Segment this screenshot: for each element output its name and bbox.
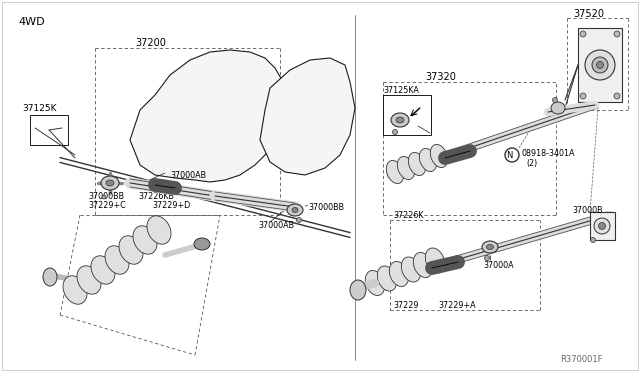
Ellipse shape bbox=[598, 222, 605, 230]
Ellipse shape bbox=[105, 246, 129, 274]
Bar bbox=[590, 212, 615, 240]
Ellipse shape bbox=[552, 97, 557, 103]
Ellipse shape bbox=[391, 113, 409, 127]
Ellipse shape bbox=[580, 93, 586, 99]
Ellipse shape bbox=[43, 268, 57, 286]
Ellipse shape bbox=[102, 195, 106, 199]
Text: R370001F: R370001F bbox=[560, 356, 602, 365]
Ellipse shape bbox=[430, 144, 447, 167]
Ellipse shape bbox=[408, 153, 426, 176]
Ellipse shape bbox=[101, 176, 119, 190]
Text: 37229: 37229 bbox=[393, 301, 419, 310]
Text: 37000AB: 37000AB bbox=[170, 170, 206, 180]
Text: 37229+A: 37229+A bbox=[438, 301, 476, 310]
Ellipse shape bbox=[396, 117, 404, 123]
Ellipse shape bbox=[592, 57, 608, 73]
Text: (2): (2) bbox=[526, 158, 537, 167]
Ellipse shape bbox=[389, 262, 409, 286]
Polygon shape bbox=[260, 58, 355, 175]
Ellipse shape bbox=[194, 238, 210, 250]
Ellipse shape bbox=[482, 241, 498, 253]
Ellipse shape bbox=[296, 218, 301, 222]
Ellipse shape bbox=[551, 102, 565, 114]
Ellipse shape bbox=[596, 61, 604, 68]
Ellipse shape bbox=[91, 256, 115, 284]
Ellipse shape bbox=[413, 253, 433, 278]
Text: 37226KB: 37226KB bbox=[138, 192, 174, 201]
Ellipse shape bbox=[133, 226, 157, 254]
Ellipse shape bbox=[292, 208, 298, 212]
Text: 4WD: 4WD bbox=[18, 17, 45, 27]
Polygon shape bbox=[130, 50, 290, 182]
Text: 37125K: 37125K bbox=[22, 103, 56, 112]
Text: 37125KA: 37125KA bbox=[383, 86, 419, 94]
Text: 37000BB: 37000BB bbox=[308, 202, 344, 212]
Text: 37226K: 37226K bbox=[393, 211, 424, 219]
Ellipse shape bbox=[387, 160, 404, 183]
Text: 37200: 37200 bbox=[135, 38, 166, 48]
Ellipse shape bbox=[397, 157, 415, 180]
Text: 37229+D: 37229+D bbox=[152, 201, 190, 209]
Ellipse shape bbox=[119, 236, 143, 264]
Ellipse shape bbox=[614, 93, 620, 99]
Text: 37000B: 37000B bbox=[572, 205, 603, 215]
Ellipse shape bbox=[401, 257, 420, 282]
Text: 37229+C: 37229+C bbox=[88, 201, 125, 209]
Ellipse shape bbox=[63, 276, 87, 304]
Text: 08918-3401A: 08918-3401A bbox=[522, 148, 575, 157]
Text: 37520: 37520 bbox=[573, 9, 604, 19]
Text: 37000A: 37000A bbox=[483, 260, 514, 269]
Text: 37000BB: 37000BB bbox=[88, 192, 124, 201]
Bar bbox=[383, 95, 431, 135]
Ellipse shape bbox=[147, 216, 171, 244]
Ellipse shape bbox=[426, 248, 445, 273]
Ellipse shape bbox=[585, 50, 615, 80]
Ellipse shape bbox=[378, 266, 397, 291]
Ellipse shape bbox=[365, 270, 385, 295]
Ellipse shape bbox=[106, 180, 114, 186]
Ellipse shape bbox=[287, 204, 303, 216]
Ellipse shape bbox=[594, 218, 610, 234]
Ellipse shape bbox=[392, 129, 397, 135]
Text: N: N bbox=[506, 151, 512, 160]
Ellipse shape bbox=[484, 256, 490, 260]
Bar bbox=[30, 115, 68, 145]
Ellipse shape bbox=[419, 148, 436, 171]
Polygon shape bbox=[578, 28, 622, 102]
Ellipse shape bbox=[591, 237, 595, 243]
Text: 37320: 37320 bbox=[425, 72, 456, 82]
Ellipse shape bbox=[486, 244, 493, 250]
Ellipse shape bbox=[350, 280, 366, 300]
Text: 37000AB: 37000AB bbox=[258, 221, 294, 230]
Ellipse shape bbox=[614, 31, 620, 37]
Ellipse shape bbox=[77, 266, 101, 294]
Ellipse shape bbox=[580, 31, 586, 37]
